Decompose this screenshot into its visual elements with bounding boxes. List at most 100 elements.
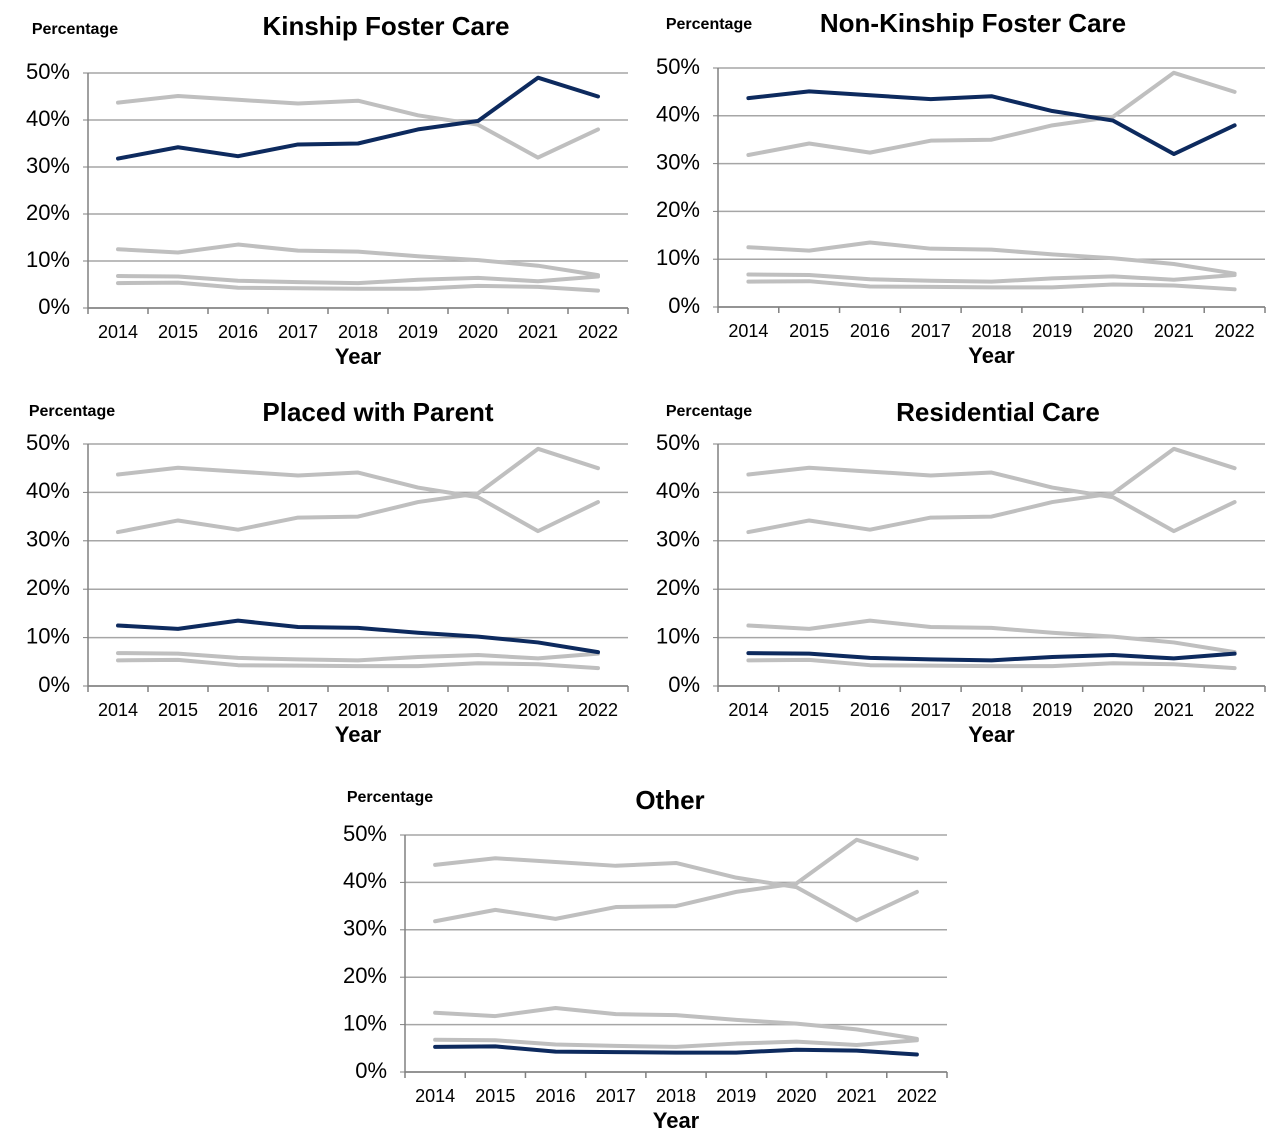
x-tick-label: 2021 bbox=[518, 322, 558, 342]
x-tick-label: 2019 bbox=[716, 1086, 756, 1106]
x-tick-label: 2015 bbox=[789, 321, 829, 341]
x-tick-label: 2014 bbox=[728, 700, 768, 720]
series-line bbox=[746, 446, 1237, 535]
y-tick-label: 30% bbox=[656, 527, 700, 552]
x-axis-label: Year bbox=[968, 343, 1015, 368]
x-tick-label: 2014 bbox=[98, 700, 138, 720]
y-tick-label: 0% bbox=[38, 294, 70, 319]
series-line bbox=[116, 75, 600, 161]
x-tick-label: 2017 bbox=[278, 322, 318, 342]
series-line bbox=[116, 651, 600, 663]
x-tick-label: 2016 bbox=[850, 321, 890, 341]
x-tick-label: 2019 bbox=[1032, 321, 1072, 341]
y-tick-label: 20% bbox=[656, 575, 700, 600]
chart-title: Residential Care bbox=[896, 397, 1100, 427]
x-tick-label: 2022 bbox=[578, 322, 618, 342]
y-tick-label: 40% bbox=[656, 478, 700, 503]
chart-panel: Placed with Parent Percentage Year 0% 10% 20%… bbox=[26, 397, 629, 747]
y-tick-label: 50% bbox=[656, 430, 700, 455]
series-line bbox=[116, 94, 600, 160]
series-line bbox=[746, 618, 1237, 655]
x-tick-label: 2015 bbox=[158, 322, 198, 342]
series-line bbox=[746, 279, 1237, 292]
y-tick-label: 0% bbox=[355, 1058, 387, 1083]
chart-panel: Residential Care Percentage Year 0% 10% 20% 30… bbox=[656, 397, 1266, 747]
series-line bbox=[433, 856, 919, 923]
y-tick-label: 20% bbox=[343, 963, 387, 988]
x-tick-label: 2017 bbox=[911, 321, 951, 341]
x-tick-label: 2018 bbox=[656, 1086, 696, 1106]
x-axis-label: Year bbox=[653, 1108, 700, 1133]
x-tick-label: 2015 bbox=[789, 700, 829, 720]
x-tick-label: 2022 bbox=[1215, 700, 1255, 720]
y-tick-label: 50% bbox=[26, 59, 70, 84]
series-line bbox=[746, 70, 1237, 157]
series-line bbox=[746, 240, 1237, 276]
chart-panel: Other Percentage Year 0% 10% 20% 30% 40% 50% 2014… bbox=[343, 785, 948, 1133]
x-tick-label: 2015 bbox=[475, 1086, 515, 1106]
x-tick-label: 2022 bbox=[897, 1086, 937, 1106]
y-tick-label: 10% bbox=[26, 623, 70, 648]
chart-title: Other bbox=[635, 785, 704, 815]
x-tick-label: 2020 bbox=[458, 700, 498, 720]
y-tick-label: 40% bbox=[26, 478, 70, 503]
y-axis-label: Percentage bbox=[666, 403, 752, 420]
x-tick-label: 2022 bbox=[578, 700, 618, 720]
series-line bbox=[116, 280, 600, 293]
x-tick-label: 2021 bbox=[518, 700, 558, 720]
x-tick-label: 2022 bbox=[1215, 321, 1255, 341]
x-tick-label: 2018 bbox=[971, 321, 1011, 341]
chart-title: Kinship Foster Care bbox=[262, 11, 509, 41]
series-line bbox=[116, 242, 600, 278]
chart-panel: Kinship Foster Care Percentage Year 0% 10% 20… bbox=[26, 11, 629, 369]
chart-title: Placed with Parent bbox=[262, 397, 494, 427]
y-tick-label: 40% bbox=[343, 868, 387, 893]
x-tick-label: 2016 bbox=[536, 1086, 576, 1106]
y-axis-label: Percentage bbox=[347, 789, 433, 806]
x-axis-label: Year bbox=[335, 344, 382, 369]
x-tick-label: 2021 bbox=[837, 1086, 877, 1106]
y-tick-label: 20% bbox=[656, 197, 700, 222]
x-tick-label: 2018 bbox=[971, 700, 1011, 720]
x-tick-label: 2014 bbox=[98, 322, 138, 342]
series-line bbox=[433, 1037, 919, 1049]
y-tick-label: 10% bbox=[656, 623, 700, 648]
y-tick-label: 20% bbox=[26, 575, 70, 600]
x-tick-label: 2018 bbox=[338, 322, 378, 342]
series-line bbox=[746, 465, 1237, 534]
x-tick-label: 2020 bbox=[776, 1086, 816, 1106]
x-tick-label: 2019 bbox=[398, 700, 438, 720]
y-axis-label: Percentage bbox=[29, 403, 115, 420]
x-tick-label: 2020 bbox=[1093, 700, 1133, 720]
x-tick-label: 2015 bbox=[158, 700, 198, 720]
series-line bbox=[433, 837, 919, 924]
y-tick-label: 0% bbox=[668, 293, 700, 318]
y-tick-label: 50% bbox=[656, 54, 700, 79]
x-tick-label: 2014 bbox=[415, 1086, 455, 1106]
y-tick-label: 50% bbox=[343, 821, 387, 846]
y-tick-label: 10% bbox=[656, 245, 700, 270]
chart-panel: Non-Kinship Foster Care Percentage Year 0% 1… bbox=[656, 8, 1266, 368]
series-line bbox=[116, 618, 600, 655]
x-tick-label: 2020 bbox=[458, 322, 498, 342]
y-tick-label: 20% bbox=[26, 200, 70, 225]
x-tick-label: 2021 bbox=[1154, 321, 1194, 341]
series-line bbox=[116, 657, 600, 671]
y-axis-label: Percentage bbox=[666, 16, 752, 33]
x-axis-label: Year bbox=[335, 722, 382, 747]
y-tick-label: 0% bbox=[38, 672, 70, 697]
x-axis-label: Year bbox=[968, 722, 1015, 747]
y-axis-label: Percentage bbox=[32, 21, 118, 38]
series-line bbox=[433, 1044, 919, 1057]
x-tick-label: 2021 bbox=[1154, 700, 1194, 720]
y-tick-label: 30% bbox=[26, 527, 70, 552]
chart-title: Non-Kinship Foster Care bbox=[820, 8, 1126, 38]
series-line bbox=[746, 657, 1237, 671]
series-line bbox=[746, 651, 1237, 663]
series-line bbox=[116, 465, 600, 534]
x-tick-label: 2020 bbox=[1093, 321, 1133, 341]
series-line bbox=[116, 274, 600, 286]
y-tick-label: 30% bbox=[343, 916, 387, 941]
y-tick-label: 30% bbox=[26, 153, 70, 178]
